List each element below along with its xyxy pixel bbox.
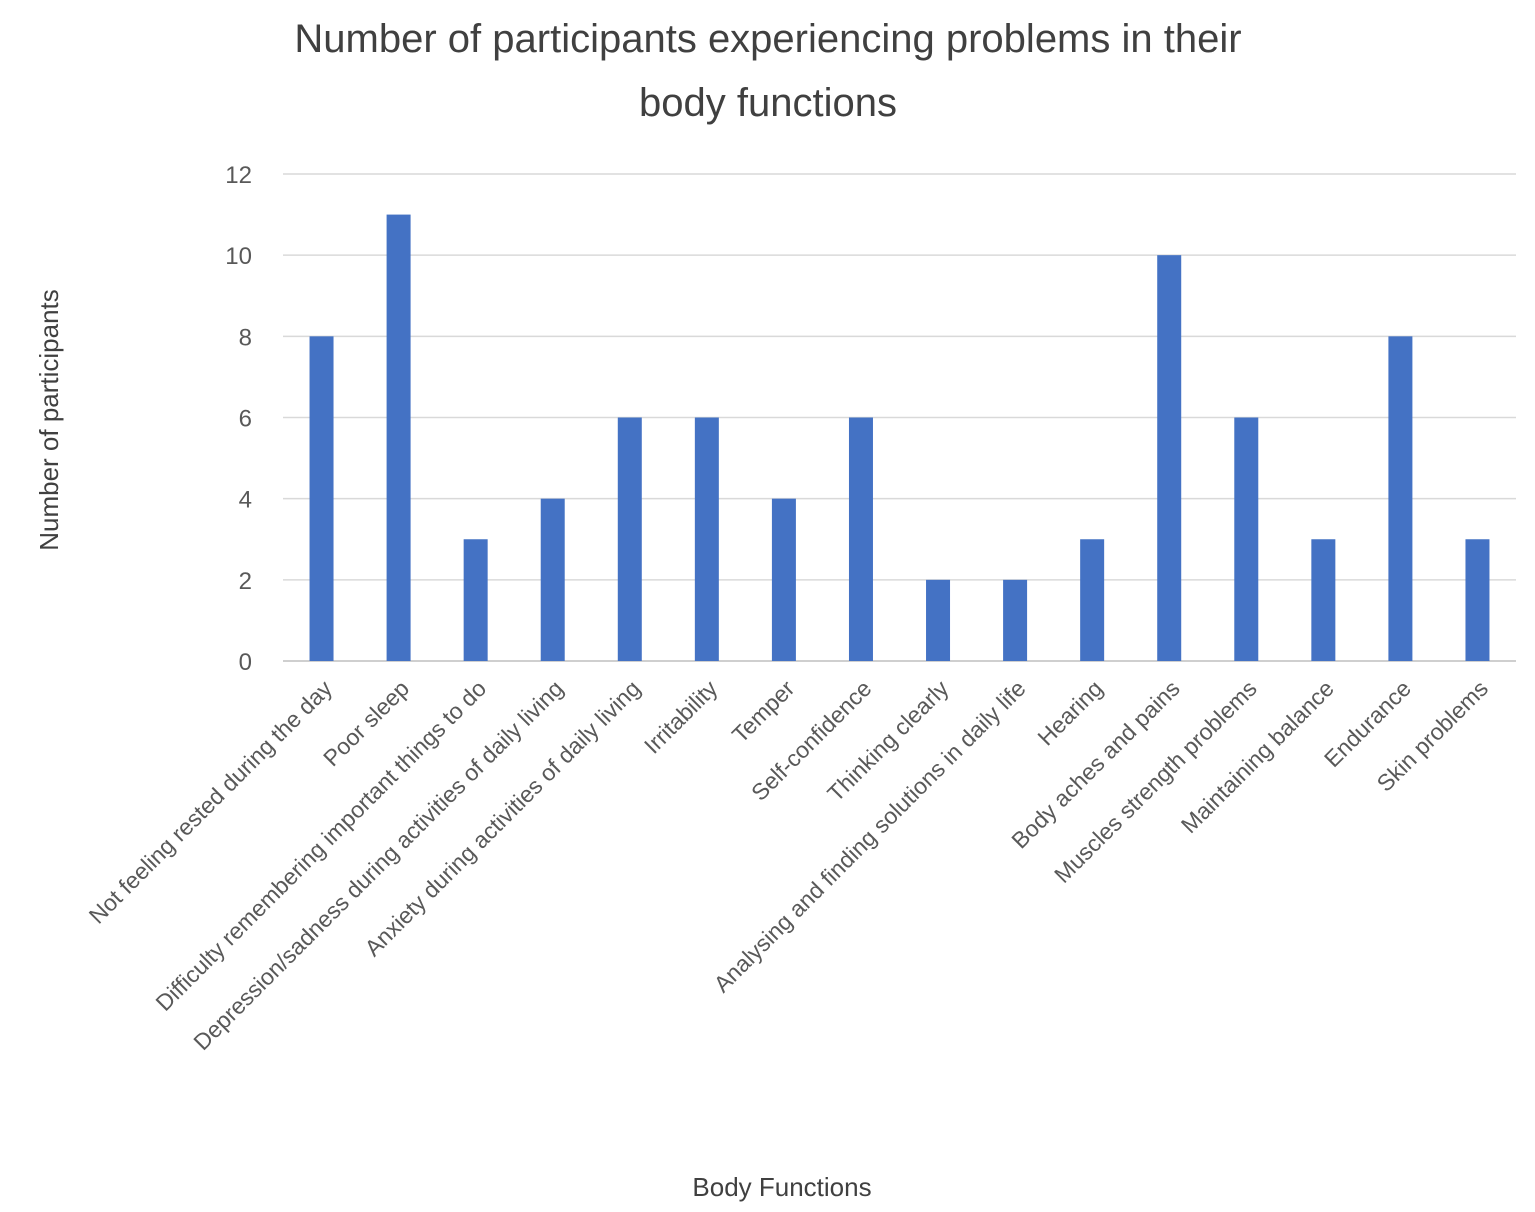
x-tick-label: Hearing [1032,675,1107,750]
x-axis-label: Body Functions [692,1172,871,1202]
x-tick-label: Irritability [639,675,723,759]
bar [309,336,334,661]
x-tick-label: Not feeling rested during the day [84,675,338,929]
y-tick-labels: 0 2 4 6 8 10 12 [225,162,252,676]
bar [771,498,796,661]
y-tick-label: 12 [225,162,252,189]
bar [926,579,951,661]
x-tick-label: Difficulty remembering important things … [150,675,491,1016]
gridlines [283,173,1516,662]
y-tick-label: 2 [239,568,252,595]
y-axis-label: Number of participants [34,289,64,551]
bar [540,498,565,661]
chart-title-line-2: body functions [639,81,897,125]
x-tick-label: Temper [727,675,800,748]
y-tick-label: 4 [239,487,252,514]
y-tick-label: 10 [225,243,252,270]
chart-title-line-1: Number of participants experiencing prob… [294,17,1241,61]
bar [463,539,488,661]
x-tick-label: Depression/sadness during activities of … [188,675,568,1055]
bar [1003,579,1028,661]
y-tick-label: 0 [239,649,252,676]
bar [1234,417,1259,661]
bar [1388,336,1413,661]
bar [1157,255,1182,661]
bars [309,214,1490,662]
y-tick-label: 8 [239,324,252,351]
bar [1311,539,1336,661]
x-tick-label: Anxiety during activities of daily livin… [359,675,645,961]
x-tick-label: Maintaining balance [1176,675,1339,838]
bar [694,417,719,661]
bar [1080,539,1105,661]
bar [617,417,642,661]
bar [848,417,873,661]
bar [1465,539,1490,661]
y-tick-label: 6 [239,406,252,433]
bar [386,214,411,662]
